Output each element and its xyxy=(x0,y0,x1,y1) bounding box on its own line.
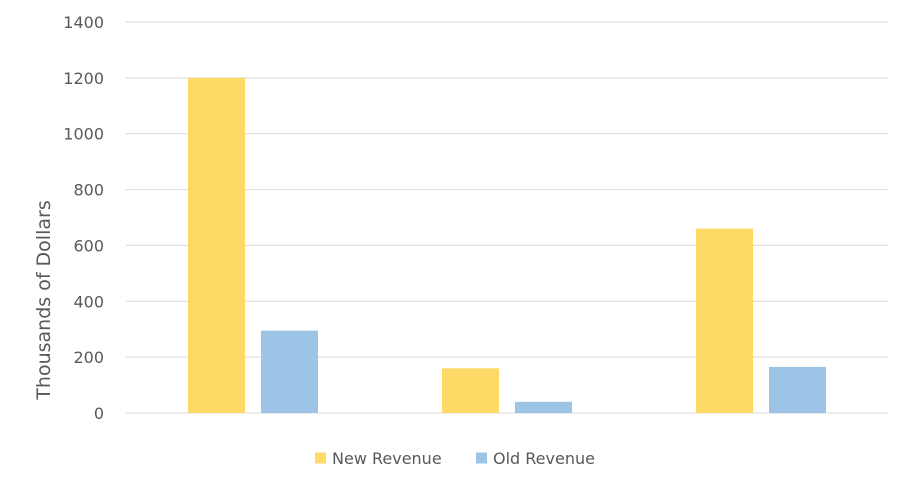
y-tick-label: 1400 xyxy=(63,13,104,32)
bar-old-revenue-1 xyxy=(261,330,318,413)
legend-label: New Revenue xyxy=(332,449,442,468)
bars xyxy=(188,77,826,413)
bar-new-revenue-3 xyxy=(696,228,753,413)
y-axis-label: Thousands of Dollars xyxy=(33,200,55,400)
y-tick-label: 1200 xyxy=(63,69,104,88)
bar-old-revenue-3 xyxy=(769,366,826,413)
y-tick-label: 200 xyxy=(73,348,104,367)
legend-label: Old Revenue xyxy=(493,449,595,468)
y-tick-label: 0 xyxy=(94,404,104,423)
y-tick-label: 1000 xyxy=(63,125,104,144)
bar-new-revenue-2 xyxy=(442,368,499,413)
y-axis-ticks: 0 200 400 600 800 1000 1200 1400 xyxy=(63,13,104,423)
y-tick-label: 800 xyxy=(73,181,104,200)
y-tick-label: 600 xyxy=(73,236,104,255)
legend-item-new-revenue: New Revenue xyxy=(315,449,442,468)
legend-item-old-revenue: Old Revenue xyxy=(476,449,595,468)
legend-swatch xyxy=(476,452,487,464)
legend: New Revenue Old Revenue xyxy=(315,449,595,468)
y-tick-label: 400 xyxy=(73,292,104,311)
bar-old-revenue-2 xyxy=(515,401,572,413)
legend-swatch xyxy=(315,452,326,464)
bar-new-revenue-1 xyxy=(188,77,245,413)
gridlines xyxy=(126,21,888,414)
